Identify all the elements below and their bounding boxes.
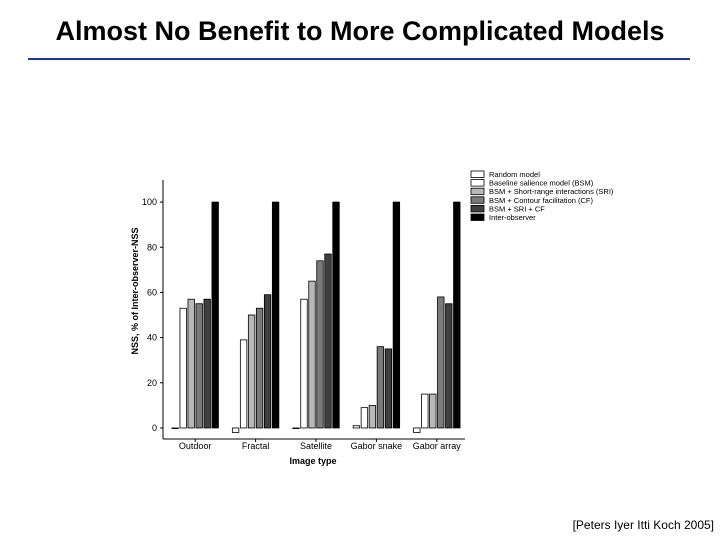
bar xyxy=(255,307,264,429)
legend-label: Random model xyxy=(489,170,540,179)
bar xyxy=(413,427,421,433)
bar xyxy=(445,303,453,429)
bar xyxy=(368,404,377,429)
y-tick-label: 0 xyxy=(152,423,157,433)
legend-swatch xyxy=(470,204,485,213)
y-tick-label: 40 xyxy=(147,333,157,343)
bar xyxy=(332,201,340,429)
bar xyxy=(392,201,401,429)
legend-swatch xyxy=(470,213,485,221)
bar xyxy=(421,393,429,429)
bar xyxy=(247,314,256,429)
chart-bars xyxy=(171,201,461,433)
bar xyxy=(376,346,385,429)
bar xyxy=(239,339,248,429)
bar xyxy=(308,280,316,429)
x-tick-label: Outdoor xyxy=(179,441,212,451)
bar xyxy=(179,307,187,429)
bar xyxy=(271,201,280,429)
legend-label: BSM + Short-range interactions (SRI) xyxy=(489,187,614,196)
bar xyxy=(453,201,461,429)
legend-label: BSM + Contour facilitation (CF) xyxy=(489,196,593,205)
bar xyxy=(195,303,203,429)
slide-title: Almost No Benefit to More Complicated Mo… xyxy=(55,16,665,46)
bar xyxy=(324,253,332,429)
legend-swatch xyxy=(470,179,485,187)
legend-label: BSM + SRI + CF xyxy=(489,204,545,213)
y-tick-label: 60 xyxy=(147,287,157,297)
bar xyxy=(316,260,324,429)
bar xyxy=(360,407,369,429)
legend-label: Baseline salience model (BSM) xyxy=(489,179,594,188)
x-tick-label: Satellite xyxy=(300,441,332,451)
y-tick-label: 100 xyxy=(142,197,157,207)
bar xyxy=(171,427,179,429)
bar xyxy=(231,427,240,433)
citation: [Peters Iyer Itti Koch 2005] xyxy=(572,518,714,532)
x-tick-label: Fractal xyxy=(242,441,270,451)
y-tick-label: 20 xyxy=(147,378,157,388)
bar xyxy=(203,298,211,429)
legend-swatch xyxy=(470,187,485,196)
bar xyxy=(437,296,445,429)
y-tick-label: 80 xyxy=(147,242,157,252)
legend-swatch xyxy=(470,170,485,178)
x-tick-label: Gabor snake xyxy=(351,441,403,451)
x-tick-label: Gabor array xyxy=(413,441,462,451)
x-axis-label: Image type xyxy=(289,456,336,466)
title-divider xyxy=(28,58,690,60)
bar xyxy=(263,294,272,429)
bar xyxy=(429,393,437,429)
bar xyxy=(187,298,195,429)
chart-axes: 0 20 40 60 80 100 Outdoor Fractal Satellite Gabor… xyxy=(142,180,465,451)
bar xyxy=(292,427,300,429)
y-axis-label: NSS, % of Inter-observer-NSS xyxy=(130,227,140,354)
bar xyxy=(211,201,219,429)
legend-swatch xyxy=(470,196,485,204)
bar xyxy=(352,425,361,429)
bar xyxy=(300,298,308,429)
legend-label: Inter-observer xyxy=(489,213,536,222)
bar xyxy=(384,348,393,429)
